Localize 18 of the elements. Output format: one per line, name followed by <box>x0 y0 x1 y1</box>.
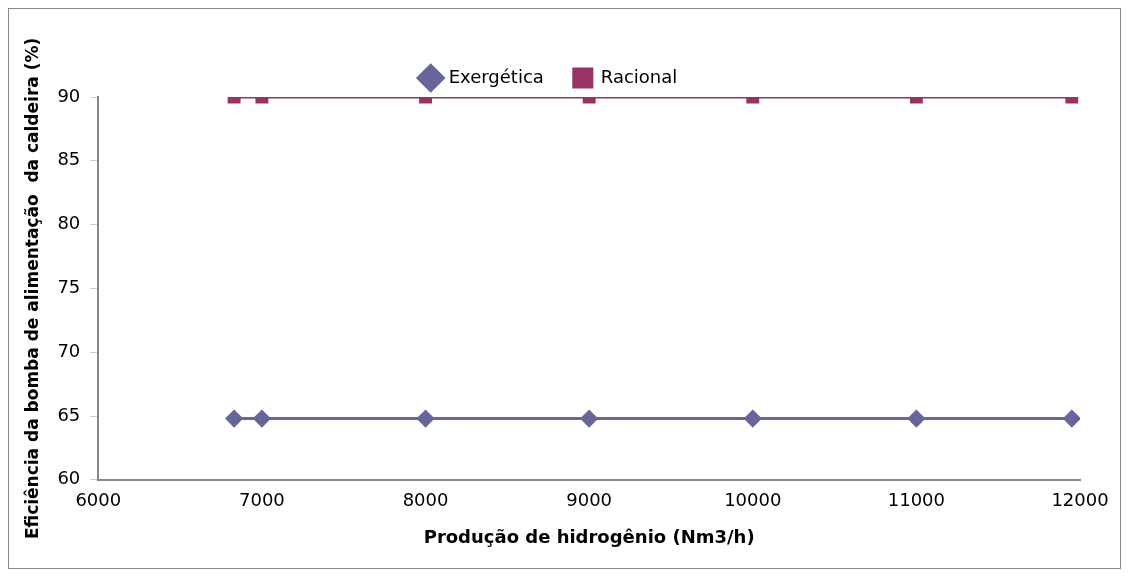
y-tick-label: 80 <box>57 212 81 234</box>
x-tick-label: 6000 <box>75 489 122 511</box>
y-tick-label: 70 <box>57 339 81 361</box>
x-tick-label: 11000 <box>887 489 946 511</box>
y-tick-label: 65 <box>57 403 81 425</box>
x-tick-label: 12000 <box>1051 489 1109 511</box>
x-axis-title: Produção de hidrogênio (Nm3/h) <box>423 525 755 547</box>
legend-label: Exergética <box>448 65 544 87</box>
y-tick-label: 60 <box>57 467 81 489</box>
x-tick-label: 8000 <box>402 489 449 511</box>
y-tick-label: 85 <box>57 148 81 170</box>
x-tick-label: 10000 <box>724 489 782 511</box>
y-tick-label: 90 <box>57 84 81 106</box>
x-tick-label: 7000 <box>239 489 285 511</box>
y-axis-title: Eficiência da bomba de alimentação da caldeira (%) <box>21 37 42 540</box>
legend-label: Racional <box>600 65 678 87</box>
x-tick-label: 9000 <box>566 489 613 511</box>
y-tick-label: 75 <box>57 276 81 298</box>
